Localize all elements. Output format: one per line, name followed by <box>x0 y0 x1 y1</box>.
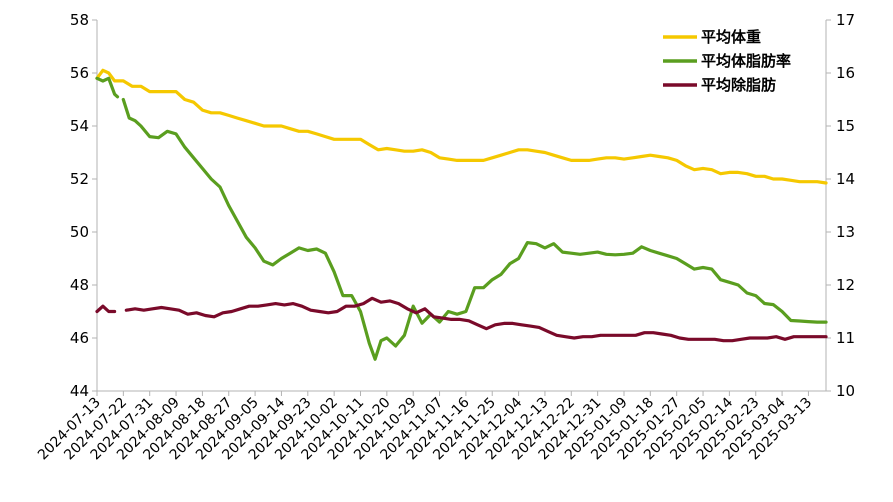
y-right-tick-label: 17 <box>836 11 855 29</box>
series-lines <box>95 68 828 361</box>
y-right-tick-label: 10 <box>836 382 855 400</box>
y-left-tick-label: 58 <box>70 11 89 29</box>
y-right-tick-label: 12 <box>836 276 855 294</box>
y-left-tick-label: 52 <box>70 170 89 188</box>
series-line-weight <box>95 68 828 185</box>
y-right-tick-label: 13 <box>836 223 855 241</box>
legend-label-lean-mass: 平均除脂肪 <box>701 76 776 94</box>
legend: 平均体重 平均体脂肪率 平均除脂肪 <box>663 28 791 94</box>
y-right-tick-label: 15 <box>836 117 855 135</box>
legend-label-body-fat: 平均体脂肪率 <box>701 52 791 70</box>
series-line-lean-mass <box>95 304 117 314</box>
y-right-tick-label: 11 <box>836 329 855 347</box>
y-left-tick-label: 48 <box>70 276 89 294</box>
y-left-tick-label: 50 <box>70 223 89 241</box>
series-line-lean-mass <box>124 296 828 343</box>
legend-label-weight: 平均体重 <box>701 28 761 46</box>
series-line-body-fat <box>95 76 120 99</box>
y-left-tick-label: 56 <box>70 64 89 82</box>
y-right-tick-label: 16 <box>836 64 855 82</box>
y-left-tick-label: 46 <box>70 329 89 347</box>
series-line-body-fat <box>121 97 828 361</box>
y-right-tick-label: 14 <box>836 170 855 188</box>
y-left-tick-label: 54 <box>70 117 89 135</box>
y-left-tick-label: 44 <box>70 382 89 400</box>
axes: 444648505254565810111213141516172024-07-… <box>35 11 855 463</box>
